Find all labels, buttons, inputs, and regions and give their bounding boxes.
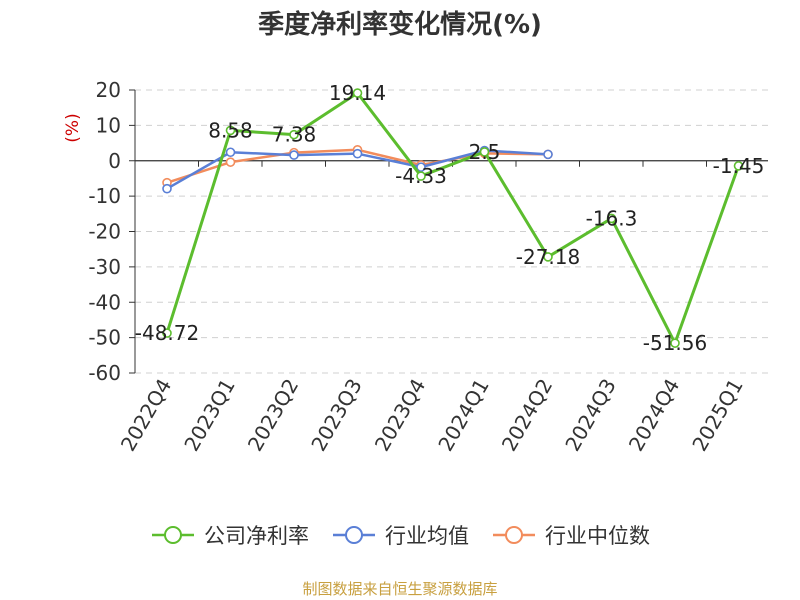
data-point (543, 252, 553, 262)
legend-item[interactable]: 行业均值 (331, 520, 469, 550)
data-label: 7.38 (272, 123, 317, 147)
y-tick-label: 10 (96, 113, 121, 137)
y-tick-label: -10 (88, 184, 121, 208)
data-point (606, 213, 617, 224)
data-label: -51.56 (643, 331, 707, 355)
x-tick-label: 2023Q4 (370, 375, 430, 456)
data-point (733, 161, 744, 171)
data-label: 8.58 (208, 118, 253, 142)
legend-label: 行业中位数 (545, 524, 650, 548)
data-point (543, 149, 553, 160)
chart-title: 季度净利率变化情况(%) (258, 10, 542, 40)
y-tick-label: -30 (88, 255, 121, 279)
data-point (416, 162, 426, 172)
legend: 公司净利率 行业均值 行业中位数 (0, 520, 800, 550)
legend-item[interactable]: 行业中位数 (491, 520, 650, 550)
y-tick-label: -50 (88, 326, 121, 350)
data-point (162, 328, 172, 338)
data-point (225, 157, 236, 167)
data-point (479, 147, 490, 157)
data-point (225, 125, 236, 136)
data-label: -16.3 (586, 206, 638, 230)
y-tick-label: -60 (88, 361, 121, 385)
y-tick-label: 20 (96, 78, 121, 102)
data-label: -1.45 (713, 154, 765, 178)
data-label: 2.5 (469, 140, 501, 164)
legend-item[interactable]: 公司净利率 (150, 520, 309, 550)
source-note: 制图数据来自恒生聚源数据库 (302, 580, 498, 598)
x-tick-label: 2023Q2 (243, 375, 303, 456)
legend-label: 公司净利率 (204, 524, 309, 548)
legend-swatch-icon (333, 526, 375, 544)
series-line (165, 91, 740, 345)
data-label: -27.18 (516, 245, 580, 269)
data-point (352, 88, 363, 98)
data-point (670, 338, 680, 348)
y-axis-title: (%) (63, 113, 83, 142)
y-tick-label: -40 (88, 290, 121, 314)
x-tick-label: 2024Q1 (433, 375, 493, 456)
y-tick-label: 0 (108, 149, 121, 173)
data-point (416, 171, 426, 181)
data-point (225, 147, 236, 158)
data-point (162, 183, 172, 194)
x-tick-label: 2025Q1 (687, 375, 747, 456)
label-layer: -48.72 8.58 7.38 19.14 -4.33 2.5 -27.18-16.3 -5… (135, 81, 765, 355)
data-point (352, 148, 363, 159)
x-tick-label: 2024Q4 (624, 375, 684, 456)
legend-swatch-icon (152, 526, 194, 544)
data-point (289, 129, 299, 140)
x-tick-label: 2024Q2 (497, 375, 557, 456)
y-tick-label: -20 (88, 220, 121, 244)
legend-swatch-icon (493, 526, 535, 544)
data-label: -48.72 (135, 321, 199, 345)
legend-label: 行业均值 (385, 524, 469, 548)
data-label: 19.14 (329, 81, 386, 105)
x-tick-label: 2023Q3 (306, 375, 366, 456)
x-tick-label: 2024Q3 (560, 375, 620, 456)
data-label: -4.33 (395, 164, 447, 188)
series-layer (162, 88, 744, 348)
data-point (289, 150, 299, 160)
x-tick-label: 2023Q1 (179, 375, 239, 456)
x-tick-label: 2022Q4 (116, 375, 176, 456)
